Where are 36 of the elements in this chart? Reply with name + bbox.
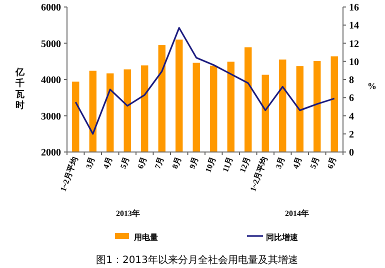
y2-tick-label: 8 bbox=[349, 75, 354, 86]
y2-tick-label: 10 bbox=[349, 56, 359, 68]
y2-tick-label: 12 bbox=[349, 38, 359, 50]
x-tick-label: 6月 bbox=[136, 156, 149, 170]
x-tick-label: 1~2月平均 bbox=[58, 156, 80, 193]
x-tick-label: 10月 bbox=[204, 156, 218, 174]
y2-tick-label: 4 bbox=[349, 111, 354, 122]
legend-label: 同比增速 bbox=[266, 233, 299, 242]
text: 2014年 bbox=[285, 209, 309, 218]
x-tick-label: 9月 bbox=[188, 156, 200, 170]
x-tick-label: 5月 bbox=[308, 156, 322, 170]
x-tick-label: 5月 bbox=[118, 156, 132, 170]
text: 2013年 bbox=[116, 209, 140, 218]
text: 图1：2013年以来分月全社会用电量及其增速 bbox=[96, 254, 298, 266]
x-tick-label: 3月 bbox=[274, 156, 287, 170]
y2-axis-title: % bbox=[368, 81, 376, 91]
y-tick-label: 2000 bbox=[41, 148, 61, 158]
legend-label: 用电量 bbox=[133, 233, 158, 242]
y2-tick-label: 6 bbox=[349, 93, 354, 104]
x-tick-label: 4月 bbox=[101, 156, 114, 170]
x-tick-label: 6月 bbox=[326, 156, 338, 170]
y-tick-label: 4000 bbox=[41, 75, 61, 86]
y2-tick-label: 16 bbox=[349, 2, 359, 14]
y2-tick-label: 14 bbox=[349, 20, 359, 32]
y-tick-label: 6000 bbox=[41, 2, 61, 14]
x-tick-label: 7月 bbox=[153, 156, 166, 170]
x-tick-label: 3月 bbox=[84, 156, 97, 170]
x-tick-label: 12月 bbox=[238, 156, 252, 174]
x-tick-label: 8月 bbox=[170, 156, 184, 170]
y-tick-label: 5000 bbox=[41, 38, 61, 50]
y-axis-title: 亿千瓦时 bbox=[14, 67, 26, 111]
x-tick-label: 4月 bbox=[291, 156, 304, 170]
y-tick-label: 3000 bbox=[41, 111, 61, 122]
y2-tick-label: 0 bbox=[349, 148, 354, 158]
y2-tick-label: 2 bbox=[349, 129, 354, 140]
x-tick-label: 11月 bbox=[220, 156, 235, 174]
